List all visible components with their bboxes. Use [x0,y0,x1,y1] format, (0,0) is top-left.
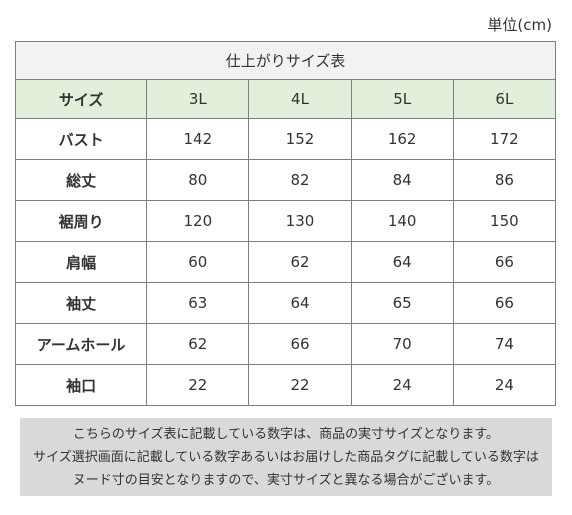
table-cell: 152 [248,118,352,160]
row-label: 肩幅 [14,241,148,283]
table-cell: 70 [350,323,454,365]
table-row: 肩幅 60 62 64 66 [14,241,557,283]
table-cell: 24 [350,364,454,406]
table-cell: 62 [146,323,250,365]
note-line: サイズ選択画面に記載している数字あるいはお届けした商品タグに記載している数字は [33,449,539,465]
size-header-label: サイズ [14,79,148,119]
table-cell: 74 [452,323,557,365]
note-line: ヌード寸の目安となりますので、実寸サイズと異なる場合がございます。 [72,472,500,488]
row-label: 袖口 [14,364,148,406]
table-title-row: 仕上がりサイズ表 [15,41,556,80]
table-cell: 63 [146,282,250,324]
table-row: 袖丈 63 64 65 66 [14,282,557,324]
table-cell: 150 [452,200,557,242]
table-cell: 86 [452,159,557,201]
table-cell: 66 [452,241,557,283]
table-cell: 66 [248,323,352,365]
unit-label: 単位(cm) [487,16,552,34]
size-header-cell: 4L [248,79,352,119]
table-cell: 172 [452,118,557,160]
table-cell: 64 [350,241,454,283]
table-cell: 142 [146,118,250,160]
size-header-cell: 5L [350,79,454,119]
table-row: 裾周り 120 130 140 150 [14,200,557,242]
table-cell: 80 [146,159,250,201]
table-cell: 82 [248,159,352,201]
row-label: アームホール [14,323,148,365]
row-label: バスト [14,118,148,160]
table-row: アームホール 62 66 70 74 [14,323,557,365]
table-header-row: サイズ 3L 4L 5L 6L [14,79,557,119]
row-label: 総丈 [14,159,148,201]
size-chart-table: 仕上がりサイズ表 サイズ 3L 4L 5L 6L バスト 142 152 162 172… [14,41,557,406]
table-row: 袖口 22 22 24 24 [14,364,557,406]
table-cell: 65 [350,282,454,324]
note-line: こちらのサイズ表に記載している数字は、商品の実寸サイズとなります。 [72,426,500,442]
size-note: こちらのサイズ表に記載している数字は、商品の実寸サイズとなります。 サイズ選択画… [20,418,552,496]
table-cell: 120 [146,200,250,242]
size-header-cell: 3L [146,79,250,119]
table-cell: 66 [452,282,557,324]
table-cell: 162 [350,118,454,160]
table-cell: 140 [350,200,454,242]
row-label: 裾周り [14,200,148,242]
table-title: 仕上がりサイズ表 [15,41,556,80]
table-row: 総丈 80 82 84 86 [14,159,557,201]
table-cell: 64 [248,282,352,324]
row-label: 袖丈 [14,282,148,324]
table-cell: 62 [248,241,352,283]
table-cell: 24 [452,364,557,406]
table-cell: 60 [146,241,250,283]
table-cell: 130 [248,200,352,242]
table-cell: 22 [248,364,352,406]
size-header-cell: 6L [452,79,557,119]
table-row: バスト 142 152 162 172 [14,118,557,160]
table-cell: 84 [350,159,454,201]
table-cell: 22 [146,364,250,406]
